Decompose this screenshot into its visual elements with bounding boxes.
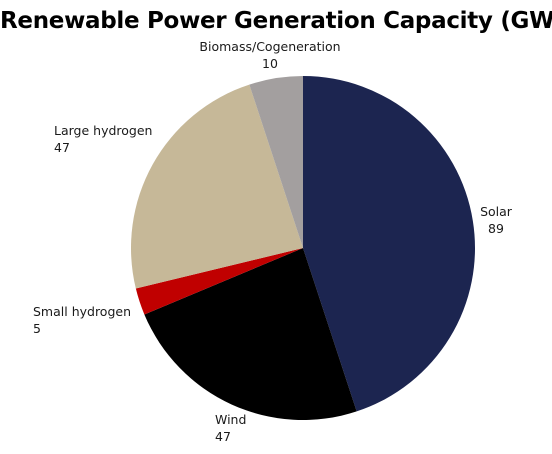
pie-slice-biomass-cogeneration [249, 76, 303, 248]
slice-value-wind: 47 [215, 429, 231, 444]
slice-value-biomass-cogeneration: 10 [262, 56, 278, 71]
slice-label-small-hydrogen: Small hydrogen [33, 304, 131, 319]
pie-slice-wind [144, 248, 357, 420]
pie-labels: Solar 89 Wind 47 Small hydrogen 5 Large hydrog… [33, 39, 513, 444]
slice-value-small-hydrogen: 5 [33, 321, 41, 336]
slice-label-biomass-cogeneration: Biomass/Cogeneration [199, 39, 340, 54]
pie-slices [131, 76, 475, 420]
pie-slice-solar [303, 76, 475, 412]
chart-title: Renewable Power Generation Capacity (GW) [0, 8, 552, 34]
slice-value-large-hydrogen: 47 [54, 140, 70, 155]
slice-label-solar: Solar [480, 204, 513, 219]
slice-label-wind: Wind [215, 412, 246, 427]
pie-slice-large-hydrogen [131, 84, 303, 289]
slice-label-large-hydrogen: Large hydrogen [54, 123, 152, 138]
pie-slice-small-hydrogen [135, 248, 303, 315]
slice-value-solar: 89 [488, 221, 504, 236]
